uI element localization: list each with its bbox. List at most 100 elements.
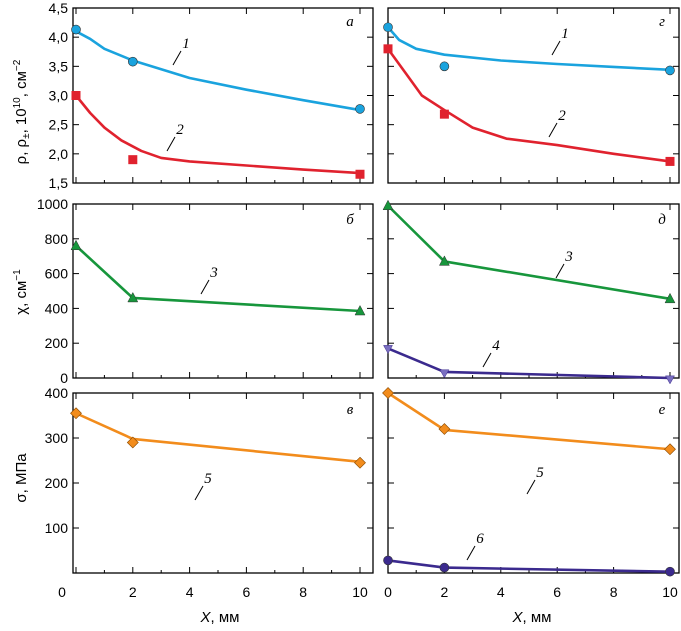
y-axis-label-chi: χ, см−1 <box>12 269 30 315</box>
y-tick-label: 3,5 <box>49 58 69 74</box>
y-tick-label: 400 <box>45 385 69 401</box>
data-point <box>355 169 365 179</box>
data-point <box>355 104 365 114</box>
data-point <box>382 199 394 210</box>
data-point <box>383 44 393 54</box>
x-tick-label: 6 <box>553 584 561 600</box>
data-point <box>439 369 450 379</box>
series-label: 3 <box>564 249 573 265</box>
series-label-leader <box>172 50 182 66</box>
x-tick-label: 6 <box>243 584 251 600</box>
y-axis-label-sigma: σ, МПа <box>13 453 30 503</box>
series-label: 1 <box>561 26 569 42</box>
y-axis-label-rho: ρ, ρ±, 1010, см−2 <box>12 59 32 164</box>
data-point <box>71 91 81 100</box>
y-tick-label: 600 <box>45 266 69 282</box>
data-point <box>665 375 675 385</box>
panel-letter: д <box>658 212 666 228</box>
series-label-leader <box>194 485 204 501</box>
y-tick-label: 3,0 <box>49 88 69 104</box>
data-point <box>383 22 393 33</box>
series-line-1 <box>387 26 671 72</box>
data-point <box>439 61 450 72</box>
panel-letter: в <box>347 402 354 418</box>
data-point <box>128 56 138 67</box>
series-label: 4 <box>492 338 500 354</box>
series-label: 6 <box>476 531 484 547</box>
data-point <box>354 456 366 469</box>
y-tick-label: 1000 <box>37 196 68 212</box>
series-line-6 <box>387 559 671 573</box>
panel-letter: г <box>659 14 665 30</box>
series-label: 2 <box>176 122 184 138</box>
x-axis-label-left: X, мм <box>200 609 240 626</box>
series-line-2 <box>74 94 361 175</box>
series-line-1 <box>75 30 361 112</box>
panel-letter: б <box>346 212 354 228</box>
panel-frame <box>72 392 374 574</box>
panel-в: 100 200 300 400 0 2 4 6 8 10 5 в <box>45 385 374 600</box>
y-tick-label: 400 <box>45 300 69 316</box>
series-label: 5 <box>536 465 544 481</box>
data-point <box>128 155 138 165</box>
x-tick-label: 2 <box>441 584 449 600</box>
data-point <box>665 156 675 166</box>
panel-д: 3 4 д <box>382 199 680 385</box>
series-label: 1 <box>182 36 190 52</box>
panel-letter: е <box>659 402 666 418</box>
panel-б: 0 200 400 600 800 1000 3 б <box>37 196 374 386</box>
y-tick-label: 800 <box>45 231 69 247</box>
data-point <box>439 562 450 573</box>
labels-group: ρ, ρ±, 1010, см−2 χ, см−1 σ, МПа X, мм X… <box>12 59 551 626</box>
panel-letter: а <box>346 14 354 30</box>
data-point <box>438 255 450 266</box>
data-point <box>439 109 449 119</box>
series-line-3 <box>387 204 671 301</box>
series-label-leader <box>200 279 210 295</box>
x-tick-label: 10 <box>352 584 368 600</box>
x-tick-label: 0 <box>58 584 66 600</box>
series-label: 5 <box>204 471 212 487</box>
x-tick-label: 4 <box>497 584 505 600</box>
data-point <box>383 345 393 354</box>
panels-group: 1,52,02,53,03,54,04,512а12г0200400600800… <box>37 0 680 600</box>
x-tick-label: 2 <box>129 584 137 600</box>
series-line-2 <box>386 48 671 163</box>
x-tick-label: 4 <box>186 584 194 600</box>
data-point <box>665 566 675 577</box>
data-point <box>354 304 366 316</box>
y-tick-label: 300 <box>45 430 69 446</box>
data-point <box>665 65 675 76</box>
series-line-5 <box>75 412 361 464</box>
data-point <box>70 407 82 420</box>
y-tick-label: 2,5 <box>49 117 69 133</box>
y-tick-label: 2,0 <box>49 146 69 162</box>
panel-г: 1 2 г <box>383 7 680 184</box>
x-tick-label: 0 <box>384 584 392 600</box>
data-point <box>664 292 676 304</box>
x-tick-label: 8 <box>610 584 618 600</box>
data-point <box>127 291 139 303</box>
y-tick-label: 4,5 <box>49 0 69 16</box>
data-point <box>126 436 139 449</box>
series-line-3 <box>75 244 361 313</box>
series-label-leader <box>482 352 492 368</box>
x-tick-label: 8 <box>299 584 307 600</box>
series-label: 3 <box>209 265 218 281</box>
series-label-leader <box>166 136 176 152</box>
y-tick-label: 0 <box>60 370 68 386</box>
y-tick-label: 4,0 <box>49 29 69 45</box>
series-label-leader <box>548 122 558 138</box>
series-label-leader <box>551 40 561 56</box>
panel-а: 1,5 2,0 2,5 3,0 3,5 4,0 4,5 1 2 а <box>49 0 374 191</box>
data-point <box>382 387 394 399</box>
series-label: 2 <box>558 108 566 124</box>
y-tick-label: 200 <box>45 335 69 351</box>
data-point <box>383 555 393 566</box>
series-line-4 <box>387 347 671 380</box>
data-point <box>70 239 82 251</box>
data-point <box>438 423 451 435</box>
series-label-leader <box>466 545 476 561</box>
panel-е: 0 2 4 6 8 10 5 6 е <box>382 387 680 600</box>
